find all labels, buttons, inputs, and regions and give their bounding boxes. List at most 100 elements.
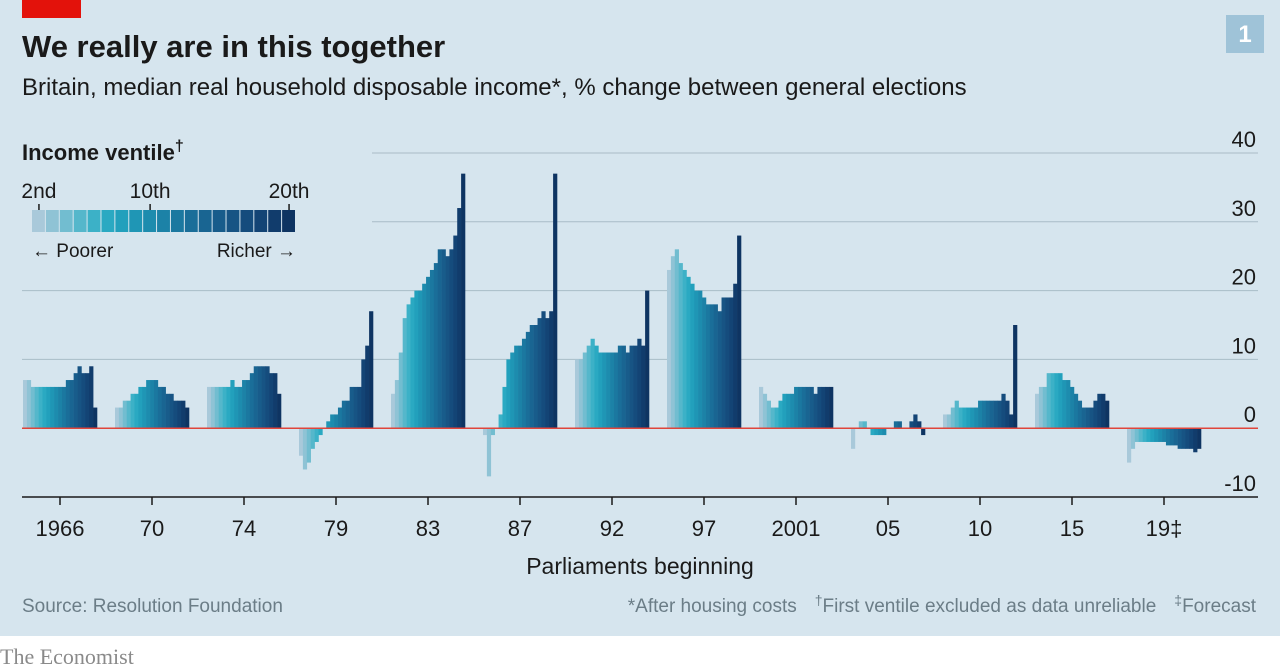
bar xyxy=(429,269,435,429)
bar xyxy=(77,366,82,429)
bar xyxy=(165,393,170,429)
bar xyxy=(770,407,775,429)
legend-swatch xyxy=(282,210,295,232)
bar xyxy=(334,414,339,429)
bar xyxy=(69,380,74,429)
bar xyxy=(674,249,679,429)
bar xyxy=(978,400,983,429)
bar xyxy=(38,386,43,429)
bar xyxy=(30,386,35,429)
bar xyxy=(265,366,270,429)
bar xyxy=(590,338,595,429)
bar xyxy=(1050,373,1055,429)
bar xyxy=(506,359,511,429)
legend-label: 20th xyxy=(269,180,310,203)
bar xyxy=(1097,393,1102,429)
bar xyxy=(54,386,59,429)
bar xyxy=(950,407,955,429)
bar xyxy=(1173,428,1178,446)
bar xyxy=(578,359,584,429)
bar xyxy=(23,380,28,429)
bar xyxy=(81,373,86,429)
legend-poorer: ← Poorer xyxy=(32,241,114,262)
bar xyxy=(829,386,834,429)
bar xyxy=(483,428,488,436)
footnote-mark: ‡ xyxy=(1174,592,1182,608)
x-tick-label: 05 xyxy=(876,516,900,541)
bar xyxy=(553,173,558,429)
bar xyxy=(966,407,971,429)
bar xyxy=(575,359,580,429)
bar xyxy=(809,386,814,429)
bar xyxy=(453,235,458,429)
bar xyxy=(1146,428,1151,442)
bar xyxy=(1066,380,1071,429)
bar xyxy=(185,407,190,429)
bar xyxy=(851,428,856,449)
bar xyxy=(1154,428,1159,442)
bar xyxy=(943,414,948,429)
x-tick-label: 15 xyxy=(1060,516,1084,541)
bar xyxy=(230,380,235,429)
bar xyxy=(598,352,603,429)
bar xyxy=(1081,407,1086,429)
bar xyxy=(582,352,587,429)
bar xyxy=(709,304,715,429)
bar xyxy=(1193,428,1198,453)
bar xyxy=(974,407,979,429)
chart-title: We really are in this together xyxy=(22,29,445,64)
bar xyxy=(238,386,243,429)
bar xyxy=(486,428,492,477)
bar xyxy=(1035,393,1040,429)
bar xyxy=(921,428,926,436)
bar xyxy=(226,386,231,429)
bar xyxy=(874,428,879,436)
legend-swatch xyxy=(73,210,87,232)
bar xyxy=(805,386,810,429)
bar xyxy=(115,407,120,429)
bar xyxy=(61,386,67,429)
bar xyxy=(797,386,803,429)
bar xyxy=(893,421,899,429)
bar xyxy=(1101,393,1106,429)
bar xyxy=(733,283,738,429)
legend-swatch xyxy=(212,210,226,232)
bar xyxy=(302,428,308,470)
bar xyxy=(713,304,718,429)
bar xyxy=(717,311,722,429)
bar xyxy=(813,393,818,429)
bar xyxy=(46,386,51,429)
bar xyxy=(402,318,407,429)
legend-swatch xyxy=(129,210,143,232)
bar xyxy=(461,173,466,429)
y-tick-label: 30 xyxy=(1232,196,1256,221)
bar xyxy=(391,393,396,429)
bar xyxy=(759,386,764,429)
bar xyxy=(1009,414,1014,429)
bar xyxy=(549,311,554,429)
bar xyxy=(214,386,219,429)
bar xyxy=(1070,386,1075,429)
bar xyxy=(946,414,952,429)
bar xyxy=(207,386,212,429)
bar xyxy=(1165,428,1171,446)
bar xyxy=(617,345,623,429)
bar xyxy=(1058,373,1063,429)
bar xyxy=(621,345,626,429)
bar xyxy=(273,373,278,429)
bar xyxy=(682,269,687,429)
bar xyxy=(310,428,315,449)
y-tick-label: 10 xyxy=(1232,333,1256,358)
bar xyxy=(913,414,918,429)
background xyxy=(0,0,1280,636)
bar xyxy=(737,235,742,429)
legend-swatch xyxy=(254,210,268,232)
legend-swatch xyxy=(143,210,157,232)
legend-richer: Richer → xyxy=(217,241,296,262)
legend-swatch xyxy=(115,210,129,232)
bar xyxy=(441,249,446,429)
bar xyxy=(613,352,619,429)
bar xyxy=(545,318,550,429)
bar xyxy=(762,393,768,429)
